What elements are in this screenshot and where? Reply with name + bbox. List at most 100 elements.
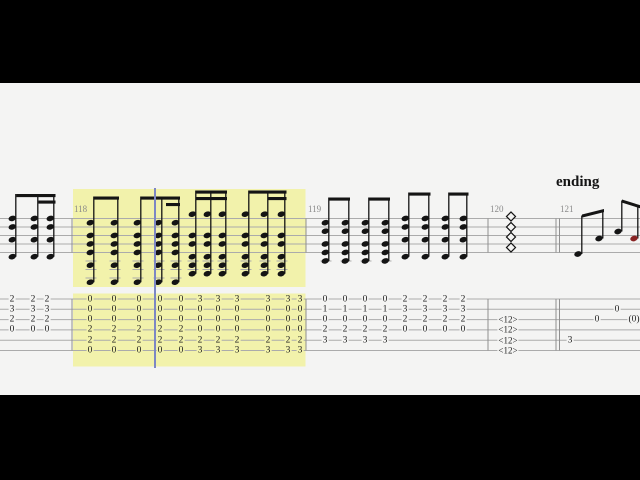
tab-fret-number: 3 — [8, 304, 16, 315]
tab-fret-number: 0 — [341, 314, 349, 325]
tab-fret-number: 0 — [135, 345, 143, 356]
tab-fret-number: 0 — [214, 304, 222, 315]
notehead — [46, 253, 54, 260]
notehead — [381, 249, 389, 256]
notehead — [203, 232, 211, 239]
tab-harmonic-label: <12> — [497, 324, 519, 335]
notehead — [8, 236, 16, 243]
tab-fret-number: 3 — [296, 294, 304, 304]
notehead — [218, 241, 226, 247]
notehead — [277, 232, 285, 239]
tab-fret-number: (0) — [627, 314, 640, 325]
notehead — [241, 211, 249, 217]
tab-fret-number: 2 — [110, 324, 118, 335]
tab-fret-number: 3 — [214, 345, 222, 356]
tab-fret-number: 2 — [421, 294, 429, 304]
notehead — [203, 241, 211, 247]
tab-fret-number: 3 — [566, 335, 574, 346]
notehead — [171, 241, 179, 247]
tab-fret-number: 3 — [441, 304, 449, 315]
notehead — [401, 236, 409, 243]
notehead — [171, 262, 179, 268]
notehead — [260, 232, 268, 239]
notehead — [241, 253, 249, 260]
notehead — [203, 211, 211, 217]
tab-fret-number: 3 — [296, 345, 304, 356]
tab-fret-number: 0 — [214, 314, 222, 325]
notehead — [188, 232, 196, 239]
beam — [329, 197, 350, 201]
tab-fret-number: 0 — [361, 314, 369, 325]
tab-fret-number: 0 — [296, 314, 304, 325]
notehead — [321, 249, 329, 256]
notehead — [133, 262, 141, 268]
tab-fret-number: 2 — [296, 335, 304, 346]
tab-fret-number: 0 — [86, 304, 94, 315]
notehead — [203, 253, 211, 260]
notehead — [321, 258, 329, 264]
beam — [449, 192, 469, 196]
notehead — [86, 219, 94, 226]
tab-harmonic-label: <12> — [497, 314, 519, 325]
notehead — [218, 262, 226, 268]
harmonic-diamond — [505, 221, 517, 233]
notehead — [218, 211, 226, 217]
tab-fret-number: 0 — [401, 324, 409, 335]
notehead — [341, 228, 349, 234]
tab-fret-number: 0 — [381, 314, 389, 325]
notehead — [218, 253, 226, 260]
tab-fret-number: 1 — [341, 304, 349, 315]
notehead — [46, 224, 54, 230]
tab-fret-number: 0 — [284, 314, 292, 325]
notehead — [361, 219, 369, 226]
tab-fret-number: 0 — [593, 314, 601, 325]
measure-number: 120 — [490, 203, 504, 214]
tab-fret-number: 2 — [8, 294, 16, 304]
tab-fret-number: 2 — [177, 324, 185, 335]
tab-fret-number: 2 — [86, 324, 94, 335]
notehead — [459, 236, 467, 243]
notehead — [86, 279, 94, 285]
tab-fret-number: 0 — [29, 324, 37, 335]
tab-fret-number: 2 — [284, 335, 292, 346]
tab-fret-number: 0 — [156, 345, 164, 356]
tab-fret-number: 0 — [284, 324, 292, 335]
tab-fret-number: 2 — [29, 294, 37, 304]
tab-fret-number: 0 — [43, 324, 51, 335]
tab-fret-number: 2 — [341, 324, 349, 335]
tab-fret-number: 2 — [8, 314, 16, 325]
notehead — [277, 211, 285, 217]
measure-number: 119 — [308, 203, 322, 214]
tab-fret-number: 0 — [86, 294, 94, 304]
tab-fret-number: 0 — [177, 304, 185, 315]
tab-fret-number: 0 — [156, 294, 164, 304]
notehead — [46, 215, 54, 222]
notehead — [241, 270, 249, 277]
beam — [622, 199, 640, 209]
tab-fret-number: 0 — [381, 294, 389, 304]
notehead — [361, 228, 369, 234]
score-page: 118 119 120 121 2 3 2 0 2 3 2 0 2 3 2 0 0 0 0 2 2 0 0 0 0 2 2 0 0 0 0 2… — [0, 83, 640, 395]
ending-label: ending — [556, 174, 600, 190]
notehead — [188, 211, 196, 217]
notehead — [188, 253, 196, 260]
tab-fret-number: 0 — [86, 314, 94, 325]
beam — [196, 190, 227, 194]
notehead — [86, 241, 94, 247]
tab-fret-number: 0 — [214, 324, 222, 335]
notehead — [260, 253, 268, 260]
notehead — [277, 262, 285, 268]
tab-fret-number: 2 — [196, 335, 204, 346]
tab-fret-number: 2 — [421, 314, 429, 325]
tab-fret-number: 0 — [177, 314, 185, 325]
playback-highlight-notation — [73, 189, 306, 287]
tab-fret-number: 0 — [177, 294, 185, 304]
notehead — [341, 258, 349, 264]
tab-fret-number: 3 — [233, 294, 241, 304]
notehead — [133, 232, 141, 239]
notehead — [321, 241, 329, 247]
tab-fret-number: 3 — [264, 345, 272, 356]
notehead — [401, 215, 409, 222]
tab-fret-number: 2 — [361, 324, 369, 335]
